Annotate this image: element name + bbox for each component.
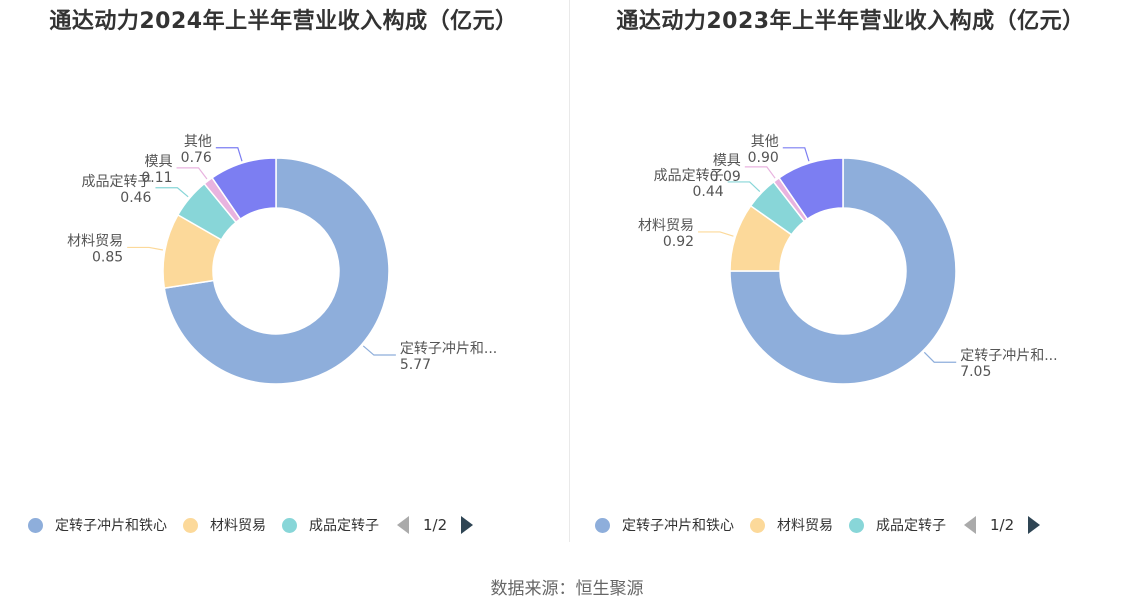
slice-label-3: 模具	[713, 153, 741, 169]
slice-4[interactable]	[778, 157, 844, 221]
slice-label-4: 其他	[184, 134, 212, 150]
legend-color-dot	[750, 517, 765, 533]
legend-pager: 1/2	[397, 516, 474, 534]
slice-0[interactable]	[729, 157, 957, 385]
slice-value-0: 7.05	[960, 364, 991, 380]
label-line-2	[727, 181, 761, 193]
label-line-1	[698, 231, 734, 237]
legend-color-dot	[282, 517, 297, 533]
slice-0[interactable]	[163, 157, 390, 385]
legend-item-core[interactable]: 定转子冲片和铁心	[28, 515, 167, 535]
legend-item-material[interactable]: 材料贸易	[183, 515, 266, 535]
page-indicator: 1/2	[423, 516, 448, 534]
legend-color-dot	[595, 517, 610, 533]
legend-item-material[interactable]: 材料贸易	[750, 515, 833, 535]
legend-color-dot	[849, 517, 864, 533]
legend-item-finished[interactable]: 成品定转子	[849, 515, 946, 535]
next-page-icon[interactable]	[1028, 516, 1041, 534]
slice-label-0: 定转子冲片和...	[400, 341, 497, 357]
prev-page-icon[interactable]	[397, 516, 409, 534]
panel-divider	[569, 0, 570, 542]
label-line-2	[155, 187, 189, 198]
next-page-icon[interactable]	[461, 516, 474, 534]
slice-label-3: 模具	[145, 154, 173, 170]
slice-label-1: 材料贸易	[638, 218, 694, 234]
label-line-3	[744, 166, 776, 179]
slice-label-0: 定转子冲片和...	[960, 348, 1057, 364]
label-line-0	[923, 351, 957, 363]
chart-title: 通达动力2024年上半年营业收入构成（亿元）	[49, 9, 518, 34]
legend-label: 定转子冲片和铁心	[622, 518, 734, 534]
slice-value-4: 0.76	[181, 150, 212, 166]
legend-item-core[interactable]: 定转子冲片和铁心	[595, 515, 734, 535]
label-line-3	[176, 167, 208, 180]
legend-pager: 1/2	[964, 516, 1041, 534]
slice-value-1: 0.92	[663, 234, 694, 250]
legend-label: 成品定转子	[876, 518, 946, 534]
legend-label: 成品定转子	[309, 518, 379, 534]
slice-value-3: 0.09	[710, 169, 741, 185]
legend-label: 材料贸易	[777, 518, 833, 534]
legend-color-dot	[183, 517, 198, 533]
chart-panel-2023: 通达动力2023年上半年营业收入构成（亿元） 定转子冲片和... 7.05 材料贸易…	[567, 0, 1134, 545]
slice-value-3: 0.11	[141, 170, 172, 186]
slice-label-1: 材料贸易	[67, 233, 123, 249]
slice-value-2: 0.46	[120, 190, 151, 206]
slice-label-2: 成品定转子	[81, 174, 151, 190]
legend-item-finished[interactable]: 成品定转子	[282, 515, 379, 535]
slice-value-1: 0.85	[92, 249, 123, 265]
slice-4[interactable]	[211, 157, 277, 221]
chart-panel-2024: 通达动力2024年上半年营业收入构成（亿元） 定转子冲片和... 5.77 材料贸易…	[0, 0, 567, 545]
label-line-4	[215, 147, 243, 162]
data-source: 数据来源：恒生聚源	[490, 579, 644, 599]
chart-title: 通达动力2023年上半年营业收入构成（亿元）	[616, 9, 1085, 34]
legend-label: 定转子冲片和铁心	[55, 518, 167, 534]
slice-value-2: 0.44	[693, 184, 724, 200]
prev-page-icon[interactable]	[964, 516, 976, 534]
slice-label-2: 成品定转子	[654, 168, 724, 184]
slice-value-0: 5.77	[400, 357, 431, 373]
label-line-0	[362, 345, 396, 356]
label-line-4	[782, 147, 810, 162]
slice-label-4: 其他	[751, 134, 779, 150]
legend-color-dot	[28, 517, 43, 533]
page-indicator: 1/2	[990, 516, 1015, 534]
slice-value-4: 0.90	[748, 150, 779, 166]
legend: 定转子冲片和铁心 材料贸易 成品定转子 1/2	[28, 512, 474, 538]
label-line-1	[127, 246, 164, 251]
legend: 定转子冲片和铁心 材料贸易 成品定转子 1/2	[595, 512, 1041, 538]
legend-label: 材料贸易	[210, 518, 266, 534]
